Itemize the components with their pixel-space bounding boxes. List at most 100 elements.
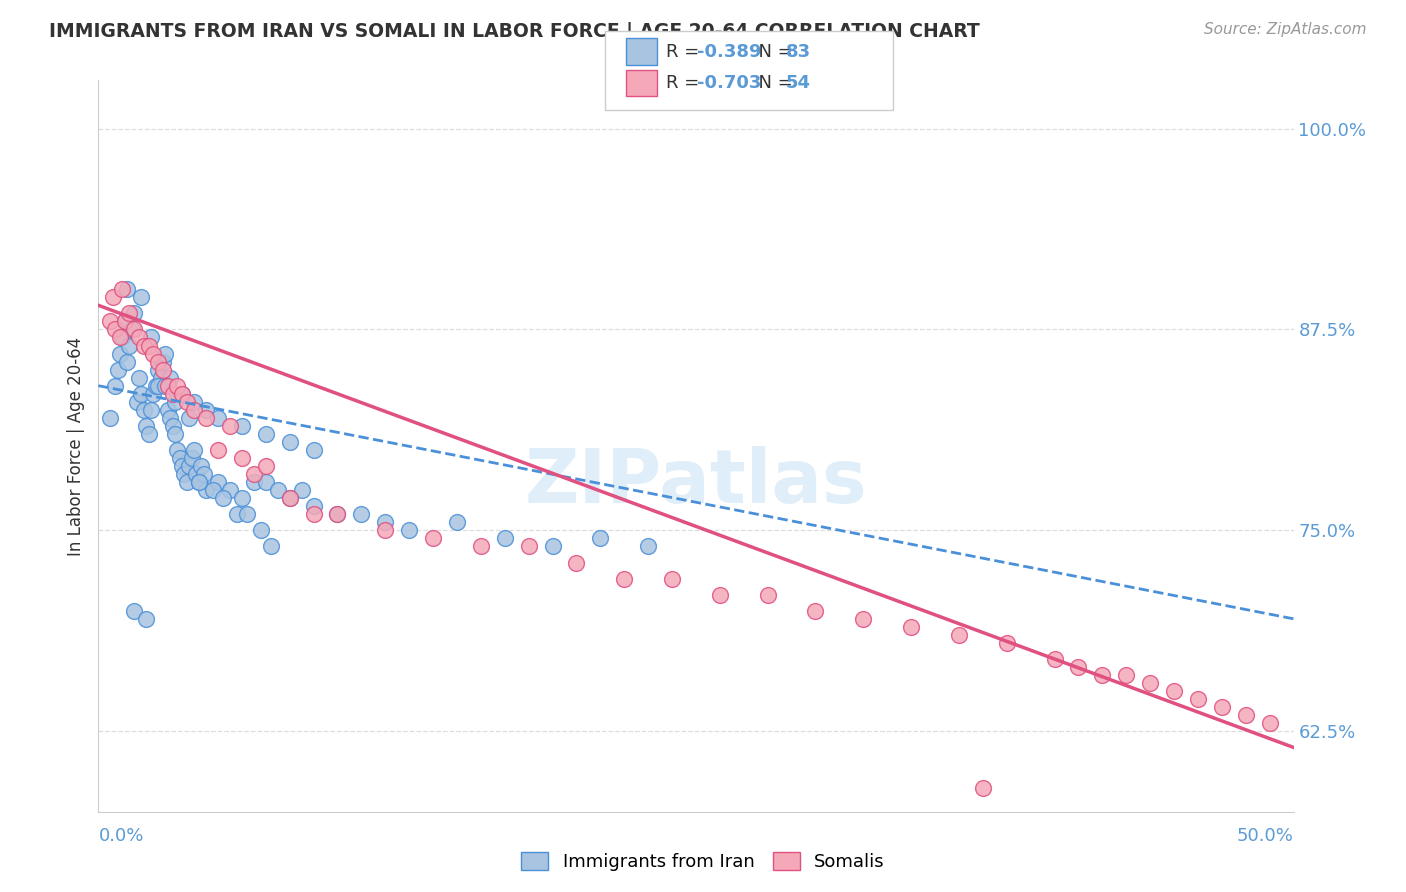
Point: [1163, 684, 1185, 698]
Point: [267, 483, 290, 498]
Point: [995, 636, 1018, 650]
Point: [163, 426, 186, 441]
Point: [195, 410, 218, 425]
Point: [852, 612, 875, 626]
Point: [118, 306, 141, 320]
Point: [124, 604, 146, 618]
Text: 54: 54: [786, 74, 811, 92]
Point: [139, 402, 162, 417]
Point: [187, 475, 209, 490]
Text: R =: R =: [666, 43, 706, 61]
Text: IMMIGRANTS FROM IRAN VS SOMALI IN LABOR FORCE | AGE 20-64 CORRELATION CHART: IMMIGRANTS FROM IRAN VS SOMALI IN LABOR …: [49, 22, 980, 42]
Point: [131, 290, 153, 304]
Point: [190, 459, 212, 474]
Point: [132, 402, 155, 417]
Point: [118, 338, 141, 352]
Text: R =: R =: [666, 74, 706, 92]
Point: [138, 338, 160, 352]
Point: [193, 467, 215, 482]
Point: [124, 306, 146, 320]
Point: [589, 532, 612, 546]
Point: [1043, 652, 1066, 666]
Point: [374, 524, 396, 538]
Point: [156, 402, 179, 417]
Point: [98, 410, 122, 425]
Point: [104, 322, 127, 336]
Point: [142, 386, 165, 401]
Point: [135, 612, 157, 626]
Point: [661, 572, 683, 586]
Point: [756, 588, 779, 602]
Point: [278, 491, 301, 506]
Y-axis label: In Labor Force | Age 20-64: In Labor Force | Age 20-64: [66, 336, 84, 556]
Text: ZIPatlas: ZIPatlas: [524, 446, 868, 519]
Point: [145, 378, 167, 392]
Point: [124, 322, 146, 336]
Point: [1258, 716, 1281, 731]
Point: [135, 418, 157, 433]
Point: [207, 410, 229, 425]
Point: [156, 378, 179, 392]
Point: [169, 451, 191, 466]
Text: N =: N =: [747, 74, 799, 92]
Point: [948, 628, 970, 642]
Point: [155, 378, 177, 392]
Point: [195, 402, 218, 417]
Point: [183, 402, 205, 417]
Point: [235, 508, 257, 522]
Point: [637, 540, 659, 554]
Legend: Immigrants from Iran, Somalis: Immigrants from Iran, Somalis: [515, 845, 891, 879]
Point: [166, 378, 188, 392]
Point: [152, 354, 174, 368]
Point: [172, 386, 194, 401]
Point: [186, 467, 208, 482]
Text: Source: ZipAtlas.com: Source: ZipAtlas.com: [1204, 22, 1367, 37]
Point: [278, 434, 301, 449]
Point: [115, 354, 138, 368]
Point: [219, 418, 242, 433]
Point: [179, 410, 201, 425]
Point: [139, 330, 162, 344]
Point: [128, 370, 150, 384]
Point: [176, 394, 198, 409]
Point: [173, 467, 195, 482]
Point: [565, 556, 588, 570]
Point: [470, 540, 492, 554]
Point: [291, 483, 314, 498]
Point: [195, 483, 218, 498]
Point: [180, 451, 202, 466]
Point: [972, 780, 994, 795]
Point: [108, 330, 131, 344]
Point: [155, 346, 177, 360]
Point: [159, 370, 181, 384]
Point: [231, 451, 253, 466]
Point: [302, 508, 325, 522]
Point: [278, 491, 301, 506]
Point: [111, 330, 134, 344]
Point: [148, 354, 170, 368]
Point: [211, 491, 233, 506]
Text: 83: 83: [786, 43, 811, 61]
Point: [243, 475, 266, 490]
Point: [176, 475, 198, 490]
Text: 50.0%: 50.0%: [1237, 827, 1294, 845]
Point: [900, 620, 922, 634]
Point: [159, 410, 181, 425]
Point: [231, 491, 253, 506]
Point: [1091, 668, 1114, 682]
Point: [148, 378, 170, 392]
Point: [446, 516, 468, 530]
Point: [121, 322, 143, 336]
Point: [142, 346, 165, 360]
Point: [219, 483, 242, 498]
Point: [374, 516, 396, 530]
Point: [183, 443, 205, 458]
Point: [111, 282, 134, 296]
Point: [115, 282, 138, 296]
Point: [541, 540, 564, 554]
Point: [709, 588, 731, 602]
Point: [250, 524, 273, 538]
Point: [254, 459, 277, 474]
Point: [104, 378, 127, 392]
Point: [207, 475, 229, 490]
